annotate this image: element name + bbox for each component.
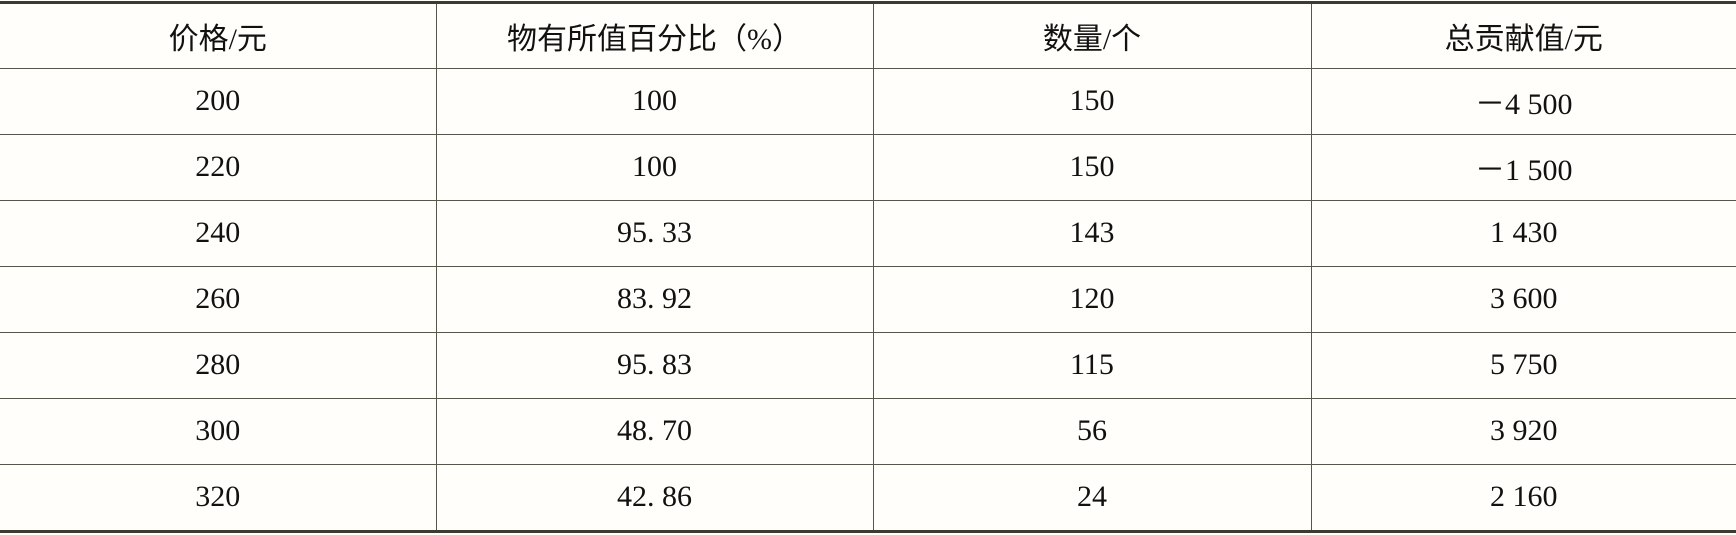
cell-quantity: 115	[872, 332, 1311, 399]
cell-value-percent: 42. 86	[435, 464, 873, 533]
cell-total-contribution: 5 750	[1310, 332, 1736, 399]
cell-quantity: 56	[872, 398, 1311, 465]
cell-value-percent: 100	[435, 134, 873, 201]
cell-price: 220	[0, 134, 436, 201]
table-row: 220 100 150 －1 500	[0, 134, 1736, 201]
cell-value-percent: 95. 83	[435, 332, 873, 399]
cell-price: 300	[0, 398, 436, 465]
cell-quantity: 24	[872, 464, 1311, 533]
header-row: 价格/元 物有所值百分比（%） 数量/个 总贡献值/元	[0, 2, 1736, 69]
cell-price: 320	[0, 464, 436, 533]
cell-quantity: 150	[872, 68, 1311, 135]
header-price: 价格/元	[0, 2, 436, 69]
cell-price: 200	[0, 68, 436, 135]
cell-quantity: 150	[872, 134, 1311, 201]
cell-total-contribution: 1 430	[1310, 200, 1736, 267]
table-row: 280 95. 83 115 5 750	[0, 332, 1736, 399]
cell-value-percent: 95. 33	[435, 200, 873, 267]
cell-quantity: 120	[872, 266, 1311, 333]
cell-total-contribution: 3 600	[1310, 266, 1736, 333]
table-row: 260 83. 92 120 3 600	[0, 266, 1736, 333]
table-row: 320 42. 86 24 2 160	[0, 464, 1736, 533]
header-total-contribution: 总贡献值/元	[1310, 2, 1736, 69]
cell-value-percent: 100	[435, 68, 873, 135]
header-value-percent: 物有所值百分比（%）	[435, 2, 873, 69]
cell-total-contribution: 3 920	[1310, 398, 1736, 465]
header-quantity: 数量/个	[872, 2, 1311, 69]
table-row: 300 48. 70 56 3 920	[0, 398, 1736, 465]
cell-total-contribution: －4 500	[1310, 68, 1736, 135]
cell-price: 240	[0, 200, 436, 267]
cell-quantity: 143	[872, 200, 1311, 267]
cell-total-contribution: －1 500	[1310, 134, 1736, 201]
table-row: 240 95. 33 143 1 430	[0, 200, 1736, 267]
cell-value-percent: 48. 70	[435, 398, 873, 465]
cell-value-percent: 83. 92	[435, 266, 873, 333]
table-row: 200 100 150 －4 500	[0, 68, 1736, 135]
cell-price: 280	[0, 332, 436, 399]
cell-total-contribution: 2 160	[1310, 464, 1736, 533]
cell-price: 260	[0, 266, 436, 333]
